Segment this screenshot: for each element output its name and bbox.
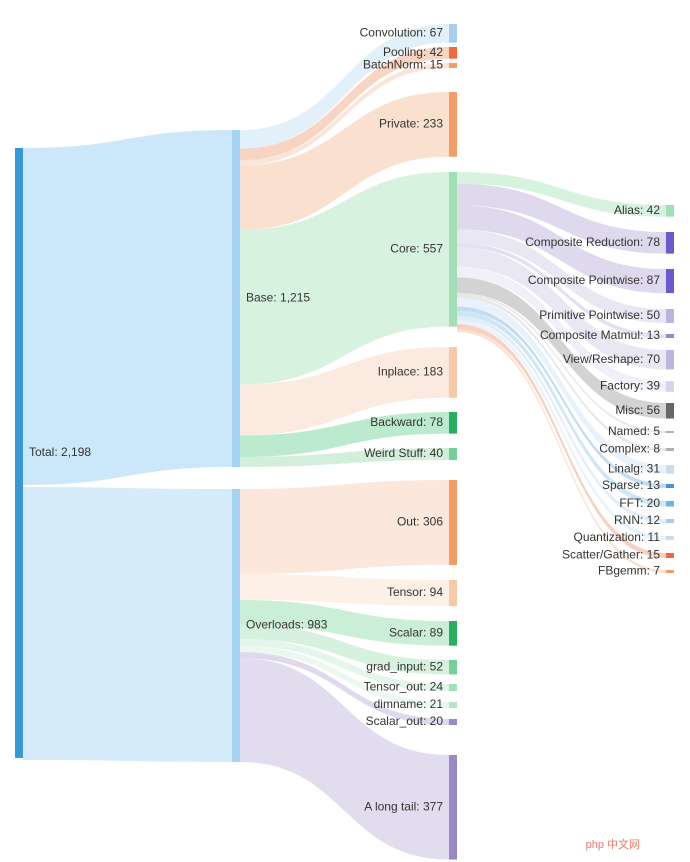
label-core: Core: 557 [390,241,443,255]
node-longtail [449,755,457,860]
label-scalar_out: Scalar_out: 20 [366,714,444,728]
node-quant [666,536,674,540]
label-longtail: A long tail: 377 [364,799,443,813]
node-compred [666,232,674,254]
node-scalar_out [449,719,457,725]
label-tensor_out: Tensor_out: 24 [364,680,444,694]
label-convolution: Convolution: 67 [360,25,444,39]
label-rnn: RNN: 12 [614,513,660,527]
node-factory [666,381,674,392]
label-dimname: dimname: 21 [374,697,444,711]
node-core [449,172,457,327]
label-compred: Composite Reduction: 78 [525,235,660,249]
label-scalar: Scalar: 89 [389,626,443,640]
node-base [232,130,240,467]
label-backward: Backward: 78 [370,415,443,429]
node-named [666,431,674,433]
watermark: php 中文网 [586,837,640,851]
node-tensor [449,580,457,606]
label-base: Base: 1,215 [246,291,310,305]
node-compmm [666,334,674,338]
node-linalg [666,465,674,474]
label-private: Private: 233 [379,117,443,131]
node-grad_input [449,660,457,674]
label-weirdstuff: Weird Stuff: 40 [364,446,443,460]
node-complex [666,448,674,451]
label-fft: FFT: 20 [619,496,660,510]
label-alias: Alias: 42 [614,203,660,217]
node-overloads [232,489,240,762]
node-fft [666,501,674,507]
node-misc [666,403,674,419]
label-fbgemm: FBgemm: 7 [598,564,660,578]
label-quant: Quantization: 11 [573,530,660,544]
node-backward [449,412,457,434]
node-rnn [666,519,674,523]
label-grad_input: grad_input: 52 [366,659,443,673]
node-alias [666,205,674,217]
node-convolution [449,24,457,43]
label-out: Out: 306 [397,515,443,529]
node-private [449,92,457,157]
label-named: Named: 5 [608,424,660,438]
label-batchnorm: BatchNorm: 15 [363,58,443,72]
node-dimname [449,702,457,708]
label-sparse: Sparse: 13 [602,478,660,492]
node-weirdstuff [449,448,457,460]
node-total [15,148,23,758]
links-layer [23,24,666,860]
link-total-overloads [23,487,232,762]
label-total: Total: 2,198 [29,445,91,459]
label-complex: Complex: 8 [599,442,660,456]
node-pooling [449,47,457,59]
node-comppw [666,269,674,293]
label-linalg: Linalg: 31 [608,461,660,475]
label-factory: Factory: 39 [600,379,660,393]
node-inplace [449,347,457,398]
label-comppw: Composite Pointwise: 87 [528,273,660,287]
node-primpw [666,309,674,323]
label-scatter: Scatter/Gather: 15 [562,548,660,562]
node-viewresh [666,350,674,369]
node-scatter [666,553,674,558]
label-primpw: Primitive Pointwise: 50 [539,308,660,322]
label-compmm: Composite Matmul: 13 [540,328,660,342]
node-fbgemm [666,570,674,573]
node-scalar [449,621,457,646]
label-overloads: Overloads: 983 [246,618,328,632]
node-sparse [666,484,674,488]
label-misc: Misc: 56 [615,403,660,417]
sankey-diagram: Total: 2,198 Base: 1,215 Overloads: 983 Con… [0,0,690,862]
node-tensor_out [449,684,457,691]
label-viewresh: View/Reshape: 70 [563,352,661,366]
link-total-base [23,130,232,485]
node-batchnorm [449,63,457,68]
label-tensor: Tensor: 94 [387,585,443,599]
node-out [449,480,457,565]
label-inplace: Inplace: 183 [378,365,444,379]
